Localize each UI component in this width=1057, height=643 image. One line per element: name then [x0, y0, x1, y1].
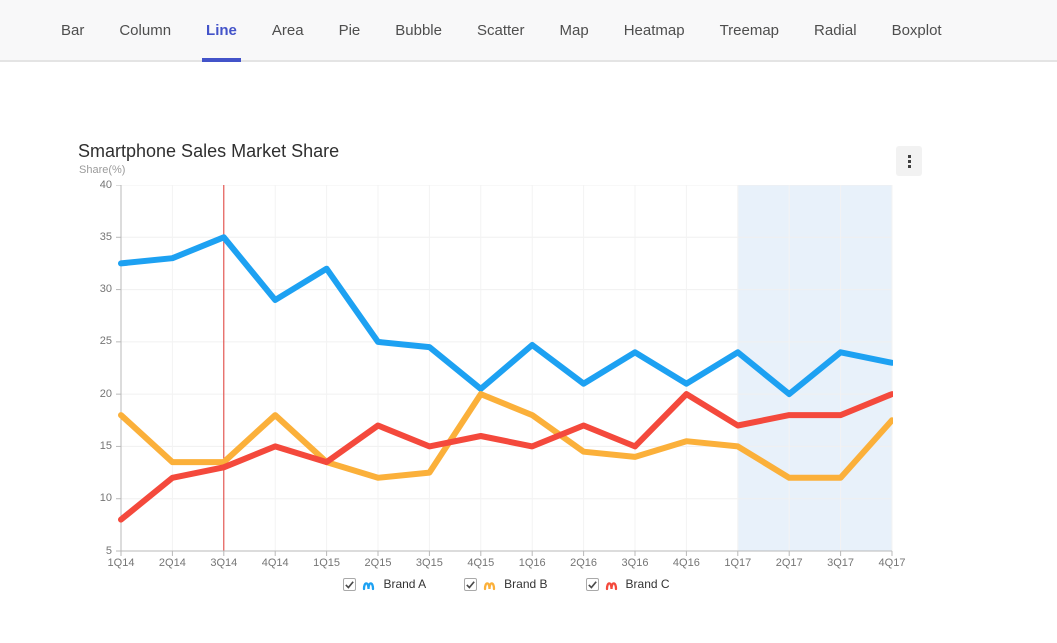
- y-axis-label: 35: [99, 230, 112, 243]
- chart-plot-area[interactable]: [115, 185, 893, 557]
- y-axis-title: Share(%): [79, 164, 126, 176]
- y-axis-label: 15: [99, 439, 112, 452]
- tab-label: Pie: [338, 21, 361, 39]
- kebab-menu-icon: [907, 164, 911, 168]
- tab-label: Map: [559, 21, 589, 39]
- x-axis-label: 1Q15: [313, 557, 341, 569]
- x-axis-label: 2Q15: [364, 557, 392, 569]
- legend-item-brand-b[interactable]: Brand B: [464, 577, 548, 591]
- active-tab-underline: [202, 58, 241, 62]
- y-axis-label: 40: [99, 178, 112, 191]
- tab-treemap[interactable]: Treemap: [716, 0, 783, 60]
- x-axis-label: 1Q17: [724, 557, 752, 569]
- tab-line[interactable]: Line: [202, 0, 241, 62]
- legend-label: Brand B: [504, 577, 548, 591]
- series-line-brand-b[interactable]: [118, 391, 893, 481]
- y-axis-label: 20: [99, 387, 112, 400]
- plot-band: [737, 185, 892, 551]
- legend-line-icon: [484, 581, 496, 590]
- legend: Brand A Brand B Brand C: [121, 577, 892, 591]
- kebab-menu-icon: [907, 159, 911, 163]
- x-axis-label: 4Q17: [878, 557, 906, 569]
- tab-bar: Bar Column Line Area Pie Bubble Scatter Map Heat…: [0, 0, 1057, 62]
- tab-radial[interactable]: Radial: [810, 0, 861, 60]
- x-axis-label: 4Q15: [467, 557, 495, 569]
- tab-label: Scatter: [476, 21, 525, 39]
- tab-label: Treemap: [719, 21, 780, 39]
- x-axis-label: 2Q14: [158, 557, 186, 569]
- x-axis-label: 3Q16: [621, 557, 649, 569]
- chart-menu-button[interactable]: [896, 146, 922, 176]
- y-axis-label: 5: [105, 544, 112, 557]
- x-axis-label: 3Q17: [827, 557, 855, 569]
- series-line-brand-c[interactable]: [118, 391, 893, 523]
- legend-label: Brand A: [383, 577, 427, 591]
- chart-title: Smartphone Sales Market Share: [78, 141, 340, 161]
- x-axis-label: 1Q16: [518, 557, 546, 569]
- checkmark-icon: [466, 580, 475, 589]
- legend-checkbox[interactable]: [464, 577, 478, 591]
- tab-scatter[interactable]: Scatter: [473, 0, 529, 60]
- tab-column[interactable]: Column: [115, 0, 175, 60]
- x-axis-label: 4Q14: [261, 557, 289, 569]
- x-axis-label: 4Q16: [672, 557, 700, 569]
- tab-label: Column: [119, 21, 172, 39]
- legend-item-brand-a[interactable]: Brand A: [343, 577, 426, 591]
- tab-bar[interactable]: Bar: [57, 0, 88, 60]
- tab-label: Bar: [61, 21, 85, 39]
- x-axis-label: 2Q17: [775, 557, 803, 569]
- legend-checkbox[interactable]: [585, 577, 599, 591]
- tab-label: Heatmap: [623, 21, 685, 39]
- tab-label: Radial: [814, 21, 857, 39]
- tab-boxplot[interactable]: Boxplot: [888, 0, 946, 60]
- tab-label: Line: [206, 21, 237, 39]
- series-line-brand-a[interactable]: [118, 234, 893, 398]
- tab-map[interactable]: Map: [556, 0, 593, 60]
- x-axis-label: 3Q15: [415, 557, 443, 569]
- legend-line-icon: [363, 581, 375, 590]
- x-axis-label: 1Q14: [107, 557, 135, 569]
- x-axis-label: 2Q16: [570, 557, 598, 569]
- kebab-menu-icon: [907, 154, 911, 158]
- tab-label: Area: [271, 21, 304, 39]
- legend-checkbox[interactable]: [343, 577, 357, 591]
- tab-heatmap[interactable]: Heatmap: [620, 0, 689, 60]
- checkmark-icon: [345, 580, 355, 589]
- y-axis-label: 25: [99, 335, 112, 348]
- tab-bubble[interactable]: Bubble: [391, 0, 446, 60]
- y-axis-label: 30: [99, 283, 112, 296]
- tab-label: Boxplot: [891, 21, 942, 39]
- legend-item-brand-c[interactable]: Brand C: [585, 577, 670, 591]
- legend-label: Brand C: [625, 577, 670, 591]
- tab-pie[interactable]: Pie: [335, 0, 365, 60]
- checkmark-icon: [587, 580, 597, 589]
- y-axis-label: 10: [99, 492, 112, 505]
- tab-label: Bubble: [395, 21, 442, 39]
- legend-line-icon: [605, 581, 617, 590]
- x-axis-label: 3Q14: [210, 557, 238, 569]
- tab-area[interactable]: Area: [268, 0, 308, 60]
